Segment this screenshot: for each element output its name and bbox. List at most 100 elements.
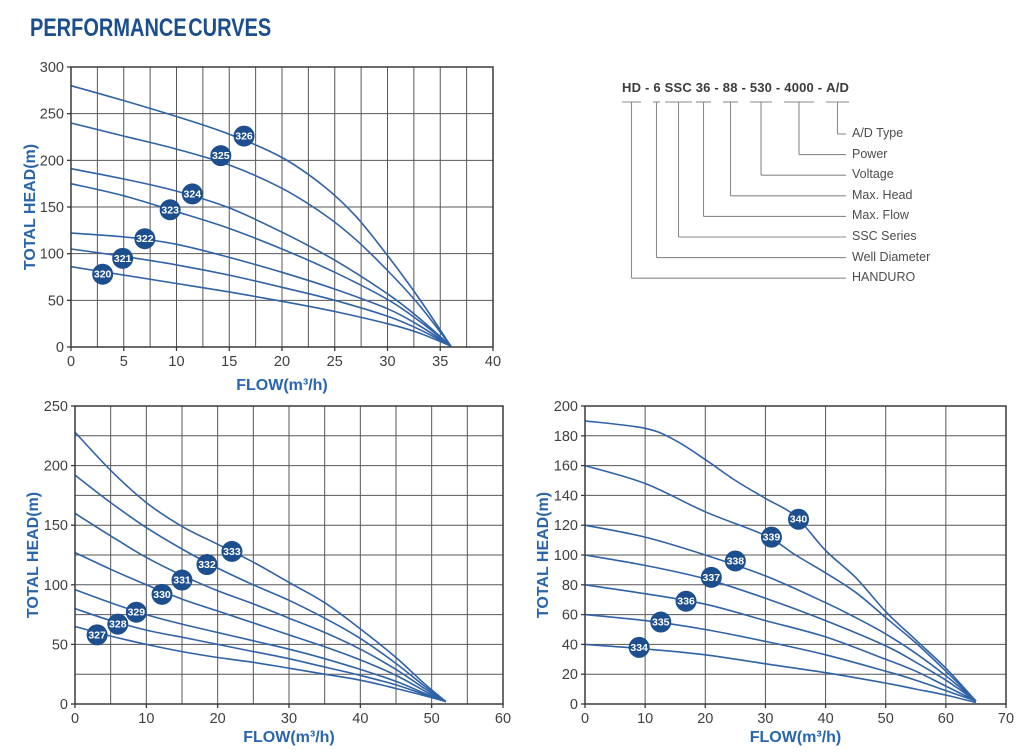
model-code-part: 36: [695, 80, 711, 95]
curve-marker-321: [112, 247, 134, 269]
grid-lines: [70, 66, 494, 348]
y-tick-label: 180: [554, 429, 578, 445]
pump-curve-336: [584, 584, 977, 702]
model-code-separator: -: [772, 80, 785, 95]
model-connector-4000: [784, 101, 846, 156]
curve-marker-333: [221, 540, 243, 562]
x-tick-label: 20: [210, 711, 226, 727]
model-code-label: A/D Type: [852, 126, 904, 140]
model-code-part: SSC: [664, 80, 692, 95]
model-code-label: Max. Head: [852, 187, 913, 202]
y-tick-label: 150: [44, 518, 68, 534]
model-code-diagram: HD - 6 SSC 36 - 88 - 530 - 4000 - A/D HA…: [622, 80, 1030, 298]
x-tick-label: 35: [432, 354, 448, 370]
curve-marker-label: 320: [94, 269, 112, 281]
curve-markers: 334 335 336 337 338 339 340: [628, 508, 810, 658]
x-tick-label: 60: [495, 711, 511, 727]
model-connector-530: [750, 101, 846, 176]
y-tick-label: 120: [554, 518, 578, 534]
curve-marker-327: [86, 624, 108, 646]
pump-curve-332: [74, 474, 447, 703]
model-code-part: 88: [722, 80, 738, 95]
curve-marker-325: [210, 145, 232, 167]
pump-curve-323: [70, 182, 452, 347]
model-code-part: 530: [749, 80, 773, 95]
tick-labels: 0 10 20 30 40 50 60 70 0 20 40 60 80 100 120 140 160 180 2…: [554, 399, 1014, 727]
y-tick-label: 50: [52, 637, 68, 653]
model-code-label: HANDURO: [852, 270, 916, 285]
x-tick-label: 30: [281, 711, 297, 727]
curve-marker-label: 338: [727, 555, 745, 567]
tick-marks: [581, 405, 1007, 708]
chart-canvas: 0 5 10 15 20 25 30 35 40 0 50 100 150 200 250 300 FLOW(m…: [22, 60, 501, 394]
x-tick-label: 50: [424, 711, 440, 727]
x-tick-label: 10: [168, 354, 184, 370]
curve-marker-label: 332: [198, 559, 216, 571]
curve-marker-340: [788, 508, 810, 530]
pump-curves: [70, 84, 452, 347]
pump-curve-326: [70, 84, 452, 347]
curve-marker-label: 340: [790, 514, 808, 526]
performance-chart-327-333: 0 10 20 30 40 50 60 0 50 100 150 200 250 FLOW(m³/h) TO…: [25, 399, 517, 753]
curve-marker-320: [92, 263, 114, 285]
curve-marker-label: 330: [153, 589, 171, 601]
tick-labels: 0 10 20 30 40 50 60 0 50 100 150 200 250: [44, 399, 511, 727]
model-code-part: A/D: [826, 80, 850, 95]
curve-marker-326: [233, 125, 255, 147]
model-code-label: Voltage: [852, 167, 894, 182]
curve-marker-label: 337: [703, 572, 721, 584]
curve-marker-337: [700, 566, 722, 588]
curve-marker-label: 331: [173, 575, 191, 587]
performance-chart-320-326: 0 5 10 15 20 25 30 35 40 0 50 100 150 200 250 300 FLOW(m…: [22, 55, 509, 405]
model-code-separator: -: [641, 80, 654, 95]
model-code-label: Well Diameter: [852, 249, 931, 264]
x-tick-label: 40: [352, 711, 368, 727]
pump-curve-327: [74, 625, 447, 703]
x-axis-title: FLOW(m³/h): [243, 729, 335, 746]
pump-curve-331: [74, 512, 447, 703]
pump-curve-339: [584, 464, 977, 702]
curve-marker-label: 327: [88, 629, 106, 641]
x-tick-label: 40: [485, 354, 501, 370]
y-axis-title: TOTAL HEAD(m): [535, 492, 552, 618]
curve-marker-334: [628, 636, 650, 658]
y-tick-label: 0: [570, 697, 578, 713]
curve-marker-label: 329: [128, 607, 146, 619]
model-connector-36: [696, 101, 846, 217]
y-axis-title: TOTAL HEAD(m): [25, 492, 42, 618]
model-connector-88: [723, 101, 846, 197]
curve-marker-322: [134, 228, 156, 250]
y-axis-title: TOTAL HEAD(m): [22, 144, 39, 270]
x-tick-label: 0: [71, 711, 79, 727]
curve-marker-label: 336: [677, 596, 695, 608]
model-code-part: 6: [653, 80, 661, 95]
x-tick-label: 40: [818, 711, 834, 727]
model-code-separator: -: [737, 80, 750, 95]
x-tick-label: 20: [697, 711, 713, 727]
y-tick-label: 300: [40, 60, 64, 76]
y-tick-label: 150: [40, 200, 64, 216]
curve-marker-label: 325: [212, 150, 230, 162]
curve-marker-label: 324: [184, 188, 202, 200]
curve-marker-label: 326: [235, 131, 253, 143]
y-tick-label: 200: [44, 459, 68, 475]
model-code-connector-lines: [622, 101, 849, 279]
pump-curve-330: [74, 551, 447, 703]
pump-curves: [74, 431, 447, 703]
pump-curve-334: [584, 643, 977, 704]
tick-marks: [71, 405, 504, 708]
model-code-label: Power: [852, 146, 888, 161]
y-tick-label: 0: [60, 697, 68, 713]
pump-curve-324: [70, 167, 452, 347]
model-code-separator: -: [814, 80, 827, 95]
curve-marker-label: 339: [763, 532, 781, 544]
y-tick-label: 80: [562, 578, 578, 594]
model-code-label: Max. Flow: [852, 208, 909, 223]
pump-curve-338: [584, 524, 977, 702]
model-code-label: SSC Series: [852, 229, 917, 243]
x-tick-label: 50: [878, 711, 894, 727]
pump-curve-321: [70, 248, 452, 347]
page-title: PERFORMANCE CURVES: [30, 14, 272, 42]
x-tick-label: 60: [938, 711, 954, 727]
